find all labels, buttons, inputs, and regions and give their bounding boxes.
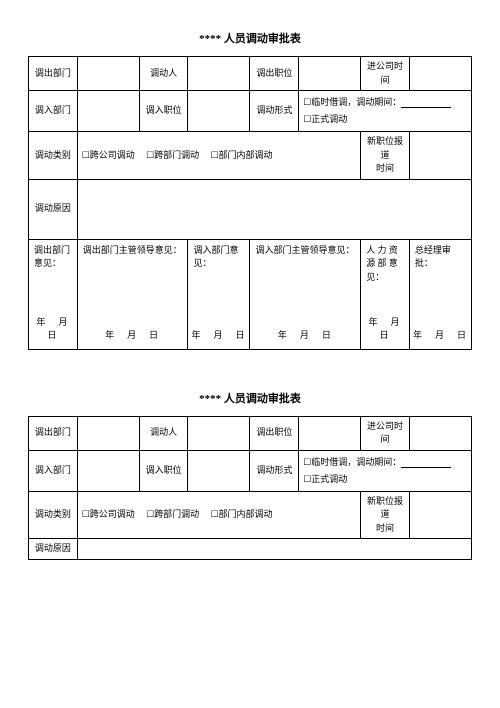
lbl-out-pos: 调出职位 bbox=[250, 416, 299, 450]
lbl-out-dept: 调出部门 bbox=[29, 57, 78, 91]
lbl-reason: 调动原因 bbox=[29, 179, 78, 239]
checkbox-icon[interactable]: ☐ bbox=[210, 150, 218, 160]
lbl-out-pos: 调出职位 bbox=[250, 57, 299, 91]
checkbox-icon[interactable]: ☐ bbox=[146, 150, 154, 160]
val-reason[interactable] bbox=[77, 539, 471, 560]
approval-table-1: 调出部门 调动人 调出职位 进公司时间 调入部门 调入职位 调动形式 ☐临时借调… bbox=[28, 56, 472, 350]
underline-period[interactable] bbox=[401, 98, 451, 108]
lbl-join-time: 进公司时间 bbox=[361, 57, 410, 91]
op-gm[interactable]: 总经理审批： 年 月 日 bbox=[409, 239, 471, 349]
val-out-pos[interactable] bbox=[299, 57, 361, 91]
lbl-move-form: 调动形式 bbox=[250, 450, 299, 491]
val-in-pos[interactable] bbox=[188, 91, 250, 132]
lbl-move-type: 调动类别 bbox=[29, 132, 78, 180]
val-in-dept[interactable] bbox=[77, 450, 139, 491]
lbl-reason: 调动原因 bbox=[29, 539, 78, 560]
checkbox-icon[interactable]: ☐ bbox=[210, 509, 218, 519]
date-field[interactable]: 年 月 日 bbox=[188, 329, 249, 343]
date-field[interactable]: 年 月 日 bbox=[29, 316, 77, 343]
val-new-pos-time[interactable] bbox=[409, 491, 471, 539]
checkbox-icon[interactable]: ☐ bbox=[146, 509, 154, 519]
date-field[interactable]: 年 月 日 bbox=[410, 329, 471, 343]
lbl-new-pos-report: 新职位报道 时间 bbox=[361, 132, 410, 180]
val-move-type[interactable]: ☐跨公司调动 ☐跨部门调动 ☐部门内部调动 bbox=[77, 132, 360, 180]
val-new-pos-time[interactable] bbox=[409, 132, 471, 180]
lbl-move-form: 调动形式 bbox=[250, 91, 299, 132]
val-in-dept[interactable] bbox=[77, 91, 139, 132]
lbl-person: 调动人 bbox=[139, 57, 188, 91]
val-move-form[interactable]: ☐临时借调，调动期间： ☐正式调动 bbox=[299, 91, 472, 132]
lbl-in-dept: 调入部门 bbox=[29, 91, 78, 132]
form-title: **** 人员调动审批表 bbox=[28, 30, 472, 46]
lbl-out-dept: 调出部门 bbox=[29, 416, 78, 450]
val-join-time[interactable] bbox=[409, 57, 471, 91]
checkbox-icon[interactable]: ☐ bbox=[82, 509, 90, 519]
lbl-in-pos: 调入职位 bbox=[139, 91, 188, 132]
date-field[interactable]: 年 月 日 bbox=[361, 316, 409, 343]
val-person[interactable] bbox=[188, 57, 250, 91]
approval-table-2: 调出部门 调动人 调出职位 进公司时间 调入部门 调入职位 调动形式 ☐临时借调… bbox=[28, 416, 472, 560]
form-title: **** 人员调动审批表 bbox=[28, 390, 472, 406]
lbl-move-type: 调动类别 bbox=[29, 491, 78, 539]
lbl-person: 调动人 bbox=[139, 416, 188, 450]
op-hr[interactable]: 人 力 资 源 部 意见： 年 月 日 bbox=[361, 239, 410, 349]
op-in-leader[interactable]: 调入部门主管领导意见： 年 月 日 bbox=[250, 239, 361, 349]
val-out-dept[interactable] bbox=[77, 416, 139, 450]
lbl-in-pos: 调入职位 bbox=[139, 450, 188, 491]
date-field[interactable]: 年 月 日 bbox=[250, 329, 360, 343]
op-in-dept[interactable]: 调入部门意见： 年 月 日 bbox=[188, 239, 250, 349]
lbl-new-pos-report: 新职位报道 时间 bbox=[361, 491, 410, 539]
lbl-in-dept: 调入部门 bbox=[29, 450, 78, 491]
form-2: **** 人员调动审批表 调出部门 调动人 调出职位 进公司时间 调入部门 调入… bbox=[28, 390, 472, 560]
lbl-join-time: 进公司时间 bbox=[361, 416, 410, 450]
val-move-form[interactable]: ☐临时借调，调动期间： ☐正式调动 bbox=[299, 450, 472, 491]
checkbox-icon[interactable]: ☐ bbox=[82, 150, 90, 160]
val-out-dept[interactable] bbox=[77, 57, 139, 91]
op-out-leader[interactable]: 调出部门主管领导意见： 年 月 日 bbox=[77, 239, 188, 349]
val-move-type[interactable]: ☐跨公司调动 ☐跨部门调动 ☐部门内部调动 bbox=[77, 491, 360, 539]
val-join-time[interactable] bbox=[409, 416, 471, 450]
val-out-pos[interactable] bbox=[299, 416, 361, 450]
val-in-pos[interactable] bbox=[188, 450, 250, 491]
date-field[interactable]: 年 月 日 bbox=[78, 329, 188, 343]
underline-period[interactable] bbox=[401, 458, 451, 468]
val-reason[interactable] bbox=[77, 179, 471, 239]
op-out-dept[interactable]: 调出部门意见： 年 月 日 bbox=[29, 239, 78, 349]
form-1: **** 人员调动审批表 调出部门 调动人 调出职位 进公司时间 调入部门 调入… bbox=[28, 30, 472, 350]
val-person[interactable] bbox=[188, 416, 250, 450]
